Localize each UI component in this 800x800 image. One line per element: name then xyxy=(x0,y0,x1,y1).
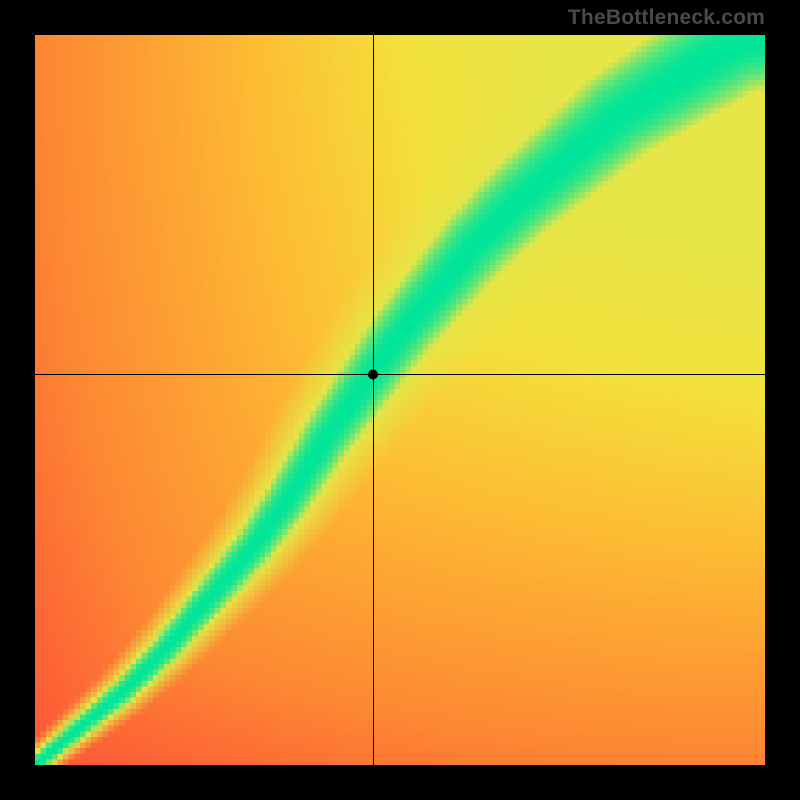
watermark-text: TheBottleneck.com xyxy=(568,6,765,30)
chart-stage: TheBottleneck.com xyxy=(0,0,800,800)
crosshair-overlay xyxy=(35,35,765,765)
